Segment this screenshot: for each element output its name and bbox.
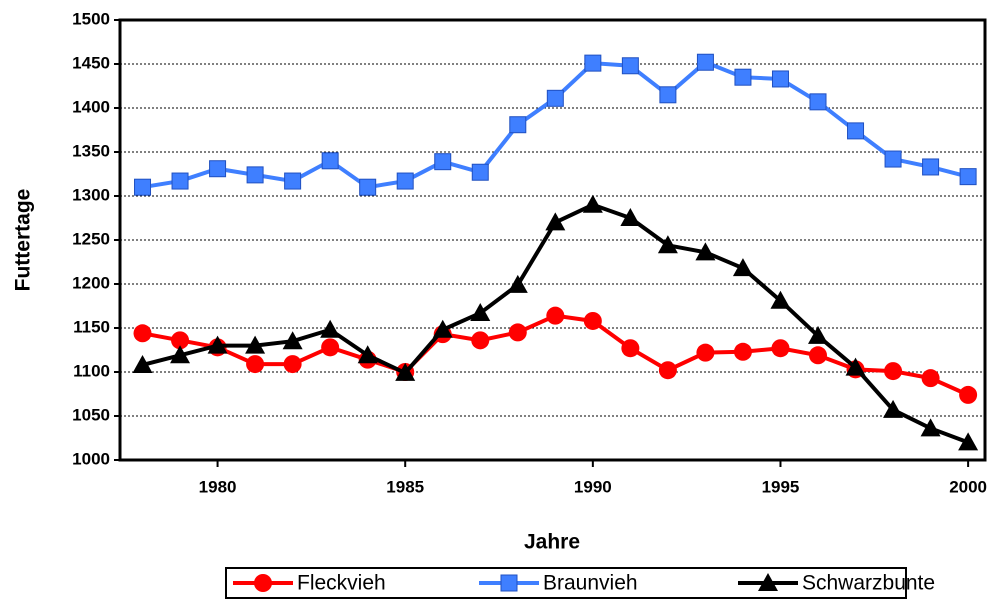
marker [847,122,865,140]
marker [770,290,791,309]
marker [171,331,190,350]
marker [134,178,152,196]
marker [958,432,979,451]
marker [809,346,828,365]
y-tick-label: 1200 [72,273,110,292]
marker [883,399,904,418]
marker [621,57,639,75]
x-tick-label: 1990 [574,477,612,496]
marker [758,573,778,591]
marker [245,335,266,354]
marker [209,160,227,178]
marker [246,166,264,184]
marker [500,574,518,592]
marker [657,235,678,254]
marker [509,116,527,134]
y-tick-label: 1050 [72,405,110,424]
marker [771,339,790,358]
y-tick-label: 1350 [72,141,110,160]
marker [133,324,152,343]
marker [583,311,602,330]
marker [321,152,339,170]
x-axis-label: Jahre [524,531,580,554]
marker [884,362,903,381]
marker [696,53,714,71]
legend-label: Braunvieh [543,572,638,595]
marker [920,418,941,437]
marker [471,163,489,181]
marker [584,54,602,72]
marker [396,172,414,190]
marker [546,306,565,325]
marker [621,339,640,358]
y-tick-label: 1300 [72,185,110,204]
marker [545,212,566,231]
marker [432,319,453,338]
marker [733,342,752,361]
x-tick-label: 2000 [949,477,987,496]
marker [282,331,303,350]
marker [357,345,378,364]
marker [254,574,272,592]
marker [771,70,789,88]
marker [620,208,641,226]
marker [809,93,827,111]
y-tick-label: 1500 [72,9,110,28]
marker [359,178,377,196]
marker [470,303,491,322]
x-tick-label: 1995 [762,477,800,496]
y-tick-label: 1000 [72,449,110,468]
marker [508,323,527,342]
marker [170,345,191,364]
legend-label: Fleckvieh [297,572,386,595]
marker [434,153,452,171]
marker [734,68,752,86]
x-tick-label: 1980 [199,477,237,496]
marker [132,354,153,373]
marker [320,319,341,338]
y-axis-label: Futtertage [12,189,35,292]
marker [321,338,340,357]
y-tick-label: 1250 [72,229,110,248]
marker [207,335,228,354]
marker [658,361,677,380]
marker [395,362,416,381]
marker [283,355,302,374]
marker [921,369,940,388]
series-line [142,59,969,190]
y-tick-label: 1100 [73,361,110,380]
marker [959,385,978,404]
marker [471,331,490,350]
marker [507,274,528,293]
marker [246,355,265,374]
marker [695,242,716,261]
marker [284,172,302,190]
marker [659,86,677,104]
marker [808,325,829,344]
marker [845,357,866,376]
x-tick-label: 1985 [386,477,424,496]
legend: Fleckvieh Braunvieh Schwarzbunte [225,567,935,599]
marker [546,89,564,107]
marker [884,150,902,168]
marker [171,172,189,190]
marker [582,194,603,213]
marker [696,343,715,362]
y-tick-label: 1150 [73,317,110,336]
y-tick-label: 1450 [72,53,110,72]
marker [922,158,940,176]
y-tick-label: 1400 [72,97,110,116]
marker [959,168,977,186]
plot-frame [118,18,987,462]
legend-label: Schwarzbunte [802,572,935,595]
marker [732,258,753,277]
